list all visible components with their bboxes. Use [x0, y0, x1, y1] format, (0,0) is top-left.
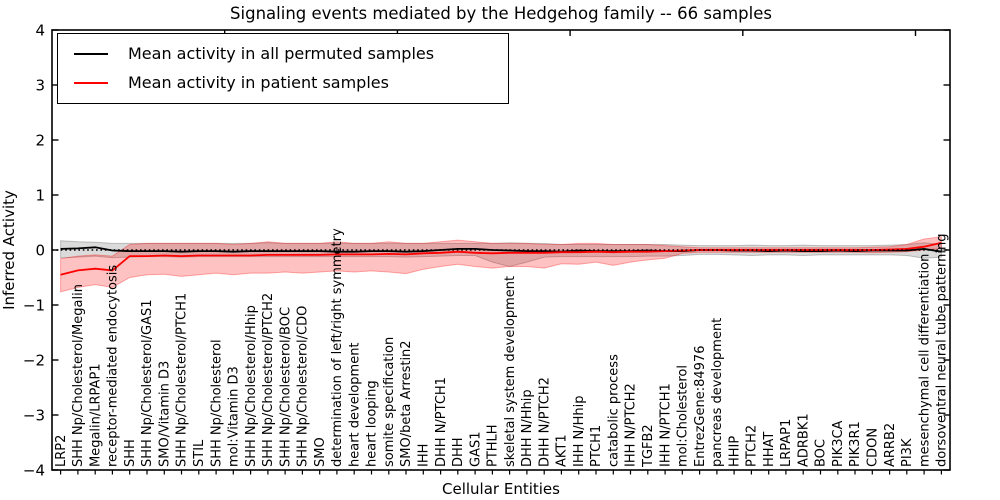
x-tick-label: DHH N/Hhip — [520, 389, 535, 467]
y-tick-label: −4 — [23, 462, 45, 480]
x-tick-label: IHH N/Hhip — [572, 396, 587, 468]
x-tick-label: receptor-mediated endocytosis — [106, 265, 121, 467]
x-tick-label: SHH Np/Cholesterol/GAS1 — [140, 299, 155, 467]
x-tick-label: determination of left/right symmetry — [330, 228, 345, 467]
legend-label-patient: Mean activity in patient samples — [128, 73, 389, 92]
legend: Mean activity in all permuted samples Me… — [57, 33, 509, 104]
x-tick-label: PTHLH — [486, 424, 501, 467]
x-tick-label: GAS1 — [468, 432, 483, 468]
chart-title: Signaling events mediated by the Hedgeho… — [230, 4, 772, 23]
x-tick-label: DHH N/PTCH1 — [434, 377, 449, 467]
y-tick-label: 2 — [35, 132, 45, 150]
legend-label-permuted: Mean activity in all permuted samples — [128, 44, 435, 63]
x-tick-label: IHH — [417, 444, 432, 467]
legend-item-patient: Mean activity in patient samples — [58, 68, 508, 97]
x-tick-label: EntrezGene:84976 — [693, 346, 708, 467]
x-tick-label: PIK3CA — [831, 420, 846, 467]
x-tick-label: SHH Np/Cholesterol — [209, 339, 224, 467]
x-tick-label: somite specification — [382, 337, 397, 467]
x-tick-label: STIL — [192, 439, 207, 467]
y-tick-label: 0 — [35, 242, 45, 260]
x-tick-label: LRP2 — [54, 435, 69, 467]
x-tick-label: skeletal system development — [503, 276, 518, 467]
y-axis-label: Inferred Activity — [0, 190, 18, 310]
x-tick-label: catabolic process — [607, 354, 622, 467]
legend-item-permuted: Mean activity in all permuted samples — [58, 39, 508, 68]
x-tick-label: HHAT — [762, 432, 777, 467]
x-tick-label: IHH N/PTCH1 — [658, 383, 673, 467]
x-tick-label: HHIP — [727, 436, 742, 467]
x-tick-label: CDON — [866, 428, 881, 467]
x-tick-label: PTCH2 — [745, 425, 760, 467]
x-tick-label: mesenchymal cell differentiation — [917, 254, 932, 467]
x-tick-label: PIK3R1 — [848, 421, 863, 467]
x-tick-label: ADRBK1 — [796, 413, 811, 467]
x-tick-label: SHH Np/Cholesterol/PTCH2 — [261, 293, 276, 467]
x-tick-label: mol:Cholesterol — [676, 365, 691, 467]
x-tick-label: SHH — [123, 439, 138, 467]
y-tick-label: 1 — [35, 187, 45, 205]
x-tick-label: dorsoventral neural tube patterning — [935, 234, 950, 467]
x-tick-label: SHH Np/Cholesterol/CDO — [296, 306, 311, 467]
x-tick-label: pancreas development — [710, 318, 725, 467]
patient-line-swatch — [74, 81, 108, 84]
y-tick-label: 4 — [35, 22, 45, 40]
permuted-line-swatch — [74, 52, 108, 55]
x-tick-label: SHH Np/Cholesterol/Hhip — [244, 305, 259, 467]
x-tick-label: SHH Np/Cholesterol/BOC — [278, 307, 293, 467]
x-tick-label: BOC — [814, 439, 829, 467]
x-tick-label: DHH — [451, 437, 466, 467]
x-tick-label: SMO — [313, 437, 328, 467]
x-tick-label: AKT1 — [555, 434, 570, 467]
x-tick-label: SMO/Vitamin D3 — [157, 361, 172, 467]
x-tick-label: Megalin/LRPAP1 — [88, 363, 103, 467]
x-tick-label: DHH N/PTCH2 — [537, 377, 552, 467]
x-tick-label: SMO/beta Arrestin2 — [399, 340, 414, 467]
x-tick-label: heart development — [347, 342, 362, 467]
y-tick-label: −3 — [23, 407, 45, 425]
x-tick-label: SHH Np/Cholesterol/PTCH1 — [175, 293, 190, 467]
y-tick-label: −2 — [23, 352, 45, 370]
x-tick-label: LRPAP1 — [779, 419, 794, 467]
x-tick-label: SHH Np/Cholesterol/Megalin — [71, 284, 86, 467]
x-tick-label: TGFB2 — [641, 424, 656, 468]
x-tick-label: PTCH1 — [589, 425, 604, 467]
y-tick-label: 3 — [35, 77, 45, 95]
x-tick-label: heart looping — [365, 380, 380, 467]
series-line — [60, 241, 942, 276]
y-tick-label: −1 — [23, 297, 45, 315]
x-axis-label: Cellular Entities — [442, 480, 560, 498]
x-tick-label: PI3K — [900, 438, 915, 467]
x-tick-label: ARRB2 — [883, 423, 898, 467]
x-tick-label: IHH N/PTCH2 — [624, 383, 639, 467]
x-tick-label: mol:Vitamin D3 — [227, 366, 242, 467]
